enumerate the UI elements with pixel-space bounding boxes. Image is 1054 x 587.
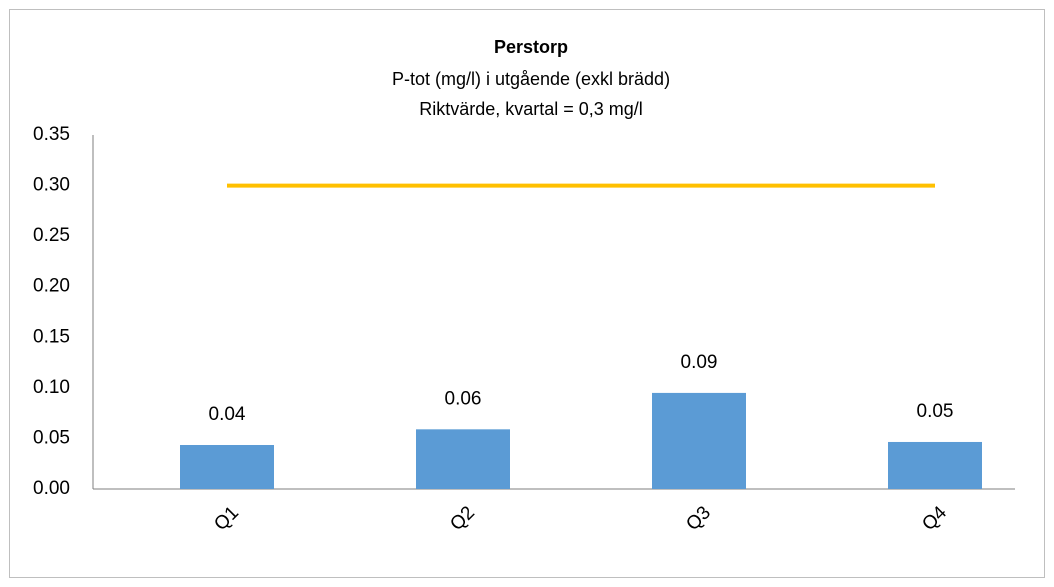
y-tick-label: 0.10	[33, 377, 70, 398]
chart-border	[9, 9, 1045, 578]
y-tick-label: 0.35	[33, 124, 70, 145]
y-tick-label: 0.25	[33, 225, 70, 246]
y-tick-label: 0.15	[33, 326, 70, 347]
bar	[416, 429, 510, 489]
bar	[652, 392, 746, 489]
chart-title: Perstorp	[494, 37, 568, 57]
chart-subtitle: Riktvärde, kvartal = 0,3 mg/l	[419, 99, 643, 119]
bar	[180, 445, 274, 489]
y-tick-label: 0.05	[33, 427, 70, 448]
data-label: 0.06	[445, 388, 482, 409]
data-label: 0.04	[209, 404, 246, 425]
y-tick-label: 0.00	[33, 478, 70, 499]
data-label: 0.05	[917, 401, 954, 422]
y-tick-label: 0.30	[33, 175, 70, 196]
chart-subtitle: P-tot (mg/l) i utgående (exkl brädd)	[392, 69, 670, 89]
bar	[888, 441, 982, 489]
data-label: 0.09	[681, 352, 718, 373]
y-tick-label: 0.20	[33, 276, 70, 297]
